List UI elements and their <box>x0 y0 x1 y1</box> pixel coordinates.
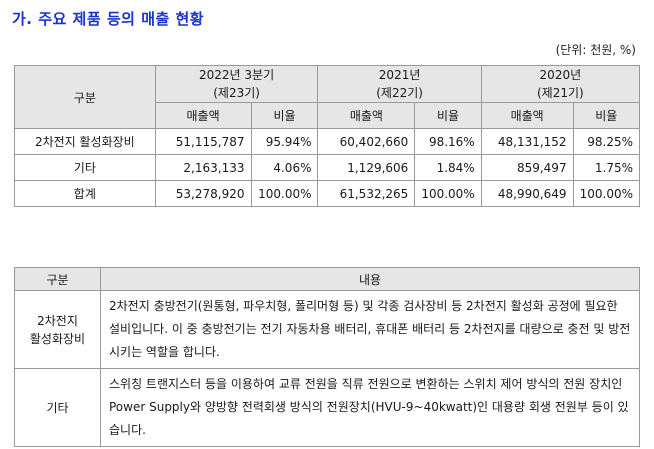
cell-sales: 48,131,152 <box>480 128 574 155</box>
cell-sales: 48,990,649 <box>480 180 574 207</box>
cell-ratio: 95.94% <box>250 128 319 155</box>
unit-note: (단위: 천원, %) <box>555 43 636 57</box>
period-label: 2021년 <box>378 68 421 82</box>
cell-sales: 1,129,606 <box>317 154 416 181</box>
sales-table: 구분 2022년 3분기 (제23기) 2021년 (제22기) 2020년 (… <box>14 65 641 207</box>
cell-ratio: 1.84% <box>414 154 482 181</box>
row-label: 기타 <box>14 154 156 181</box>
subheader-ratio: 비율 <box>572 102 641 129</box>
row-label-line: 2차전지 <box>37 313 78 328</box>
row-label: 합계 <box>14 180 156 207</box>
row-label: 2차전지 활성화장비 <box>14 128 156 155</box>
row-description: 스위칭 트랜지스터 등을 이용하여 교류 전원을 직류 전원으로 변환하는 스위… <box>100 368 640 447</box>
subheader-ratio: 비율 <box>414 102 482 129</box>
header-category: 구분 <box>14 267 101 291</box>
subheader-sales: 매출액 <box>317 102 416 129</box>
row-label-line: 기타 <box>46 400 69 415</box>
cell-sales: 2,163,133 <box>154 154 252 181</box>
subheader-ratio: 비율 <box>250 102 319 129</box>
cell-sales: 53,278,920 <box>154 180 252 207</box>
table-row: 기타 스위칭 트랜지스터 등을 이용하여 교류 전원을 직류 전원으로 변환하는… <box>14 368 640 447</box>
table-row: 2차전지 활성화장비 51,115,787 95.94% 60,402,660 … <box>14 128 641 155</box>
header-period-2020: 2020년 (제21기) <box>480 65 641 103</box>
header-content: 내용 <box>100 267 640 291</box>
subheader-sales: 매출액 <box>480 102 574 129</box>
cell-sales: 61,532,265 <box>317 180 416 207</box>
cell-sales: 859,497 <box>480 154 574 181</box>
period-term: (제22기) <box>376 86 423 100</box>
table-row: 기타 2,163,133 4.06% 1,129,606 1.84% 859,4… <box>14 154 641 181</box>
cell-ratio: 4.06% <box>250 154 319 181</box>
period-label: 2020년 <box>539 68 582 82</box>
row-label: 기타 <box>14 368 101 447</box>
header-period-2022q3: 2022년 3분기 (제23기) <box>154 65 319 103</box>
cell-ratio: 100.00% <box>250 180 319 207</box>
table-row-total: 합계 53,278,920 100.00% 61,532,265 100.00%… <box>14 180 641 207</box>
cell-ratio: 1.75% <box>572 154 641 181</box>
period-label: 2022년 3분기 <box>199 68 275 82</box>
period-term: (제23기) <box>213 86 260 100</box>
section-title: 가. 주요 제품 등의 매출 현황 <box>12 10 205 28</box>
product-description-table: 구분 내용 2차전지 활성화장비 2차전지 충방전기(원통형, 파우치형, 폴리… <box>14 267 640 447</box>
row-description: 2차전지 충방전기(원통형, 파우치형, 폴리머형 등) 및 각종 검사장비 등… <box>100 290 640 369</box>
cell-sales: 60,402,660 <box>317 128 416 155</box>
header-period-2021: 2021년 (제22기) <box>317 65 482 103</box>
cell-ratio: 100.00% <box>572 180 641 207</box>
row-label: 2차전지 활성화장비 <box>14 290 101 369</box>
cell-ratio: 98.25% <box>572 128 641 155</box>
table-row: 2차전지 활성화장비 2차전지 충방전기(원통형, 파우치형, 폴리머형 등) … <box>14 290 640 369</box>
row-label-line: 활성화장비 <box>29 331 86 346</box>
cell-sales: 51,115,787 <box>154 128 252 155</box>
cell-ratio: 100.00% <box>414 180 482 207</box>
subheader-sales: 매출액 <box>154 102 252 129</box>
period-term: (제21기) <box>536 86 584 100</box>
header-category: 구분 <box>14 65 156 129</box>
cell-ratio: 98.16% <box>414 128 482 155</box>
